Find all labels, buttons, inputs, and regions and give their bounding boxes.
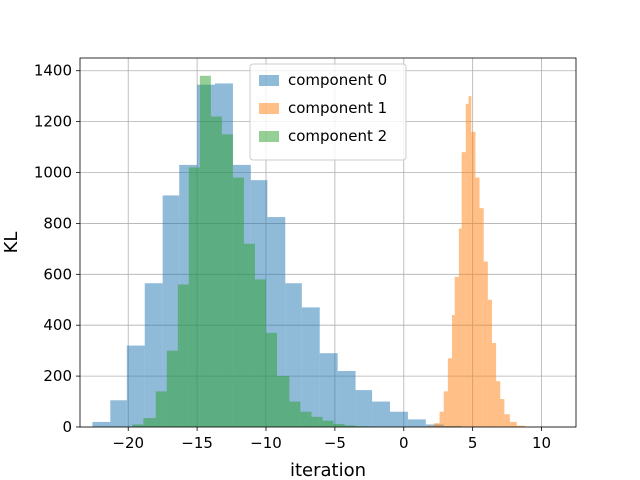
histogram-bar <box>143 418 156 427</box>
histogram-bar <box>454 276 459 427</box>
histogram-bar <box>443 391 448 427</box>
ticks-layer: −20 −15 −10 −5 0 5 10 0 200 400 600 800 1000 1200 1400 <box>34 62 551 452</box>
histogram-bar <box>434 423 440 427</box>
histogram-bar <box>277 376 290 427</box>
axes-frame <box>79 57 577 428</box>
histogram-bar <box>319 353 338 427</box>
histogram-bar <box>479 208 484 427</box>
histogram-bar <box>496 381 501 427</box>
histogram-bar <box>243 243 255 427</box>
y-tick-label: 200 <box>43 367 72 385</box>
series-2 <box>132 75 378 428</box>
legend-swatch <box>259 75 279 86</box>
histogram-bar <box>333 423 345 427</box>
histogram-bar <box>199 75 211 428</box>
histogram-bar <box>500 399 505 427</box>
histogram-bar <box>311 416 323 427</box>
histogram-bar <box>509 421 517 427</box>
bars-layer <box>92 75 526 428</box>
histogram-bar <box>337 371 356 427</box>
legend-label: component 2 <box>288 127 387 145</box>
y-tick-label: 1000 <box>34 164 72 182</box>
histogram-bar <box>232 177 244 427</box>
histogram-bar <box>344 425 356 427</box>
histogram-bar <box>92 421 111 427</box>
histogram-bar <box>155 391 167 427</box>
histogram-bar <box>110 400 127 427</box>
histogram-bar <box>491 343 497 427</box>
histogram-bar <box>166 350 178 427</box>
histogram-bar <box>471 131 476 428</box>
legend-swatch <box>259 103 279 114</box>
x-tick-label: 10 <box>532 434 551 452</box>
x-tick-label: −10 <box>250 434 282 452</box>
x-tick-label: −15 <box>181 434 213 452</box>
series-1 <box>427 96 526 428</box>
histogram-bar <box>504 414 510 427</box>
histogram-bar <box>300 411 312 427</box>
legend-swatch <box>259 131 279 142</box>
histogram-bar <box>439 411 444 427</box>
y-tick-label: 400 <box>43 316 72 334</box>
histogram-bar <box>188 167 200 427</box>
y-tick-label: 1200 <box>34 113 72 131</box>
y-axis-label: KL <box>1 232 22 254</box>
legend-label: component 1 <box>288 99 387 117</box>
histogram-bar <box>475 177 480 427</box>
x-tick-label: 0 <box>399 434 409 452</box>
histogram-bar <box>516 425 526 427</box>
histogram-bar <box>144 283 163 427</box>
histogram-bar <box>487 299 492 427</box>
y-tick-label: 600 <box>43 265 72 283</box>
legend-label: component 0 <box>288 71 387 89</box>
legend: component 0 component 1 component 2 <box>249 63 407 161</box>
histogram-bar <box>407 419 426 427</box>
histogram-bar <box>301 307 320 427</box>
histogram-bar <box>221 134 233 427</box>
x-tick-label: −5 <box>324 434 346 452</box>
histogram-bar <box>289 401 301 427</box>
histogram-bar <box>465 103 469 428</box>
x-tick-label: 5 <box>468 434 478 452</box>
histogram-bar <box>266 332 278 427</box>
histogram-bar <box>126 345 145 427</box>
y-tick-label: 0 <box>62 418 72 436</box>
legend-box <box>249 63 407 161</box>
histogram-bar <box>132 424 144 427</box>
y-tick-label: 800 <box>43 214 72 232</box>
histogram-bar <box>177 284 189 427</box>
histogram-bar <box>427 425 435 427</box>
histogram-bar <box>372 401 390 427</box>
histogram-bar <box>461 152 466 427</box>
axes-layer <box>79 57 577 428</box>
histogram-bar <box>447 358 452 427</box>
histogram-bar <box>355 390 373 427</box>
x-axis-label: iteration <box>290 460 366 480</box>
y-tick-label: 1400 <box>34 62 72 80</box>
histogram-bar <box>390 411 408 427</box>
histogram-bar <box>322 420 334 427</box>
histogram-bar <box>458 228 462 427</box>
histogram-bar <box>468 96 472 427</box>
histogram-bar <box>254 279 266 427</box>
histogram-bar <box>483 261 488 427</box>
histogram-bar <box>452 315 455 427</box>
x-tick-label: −20 <box>112 434 144 452</box>
histogram-bar <box>210 116 222 427</box>
